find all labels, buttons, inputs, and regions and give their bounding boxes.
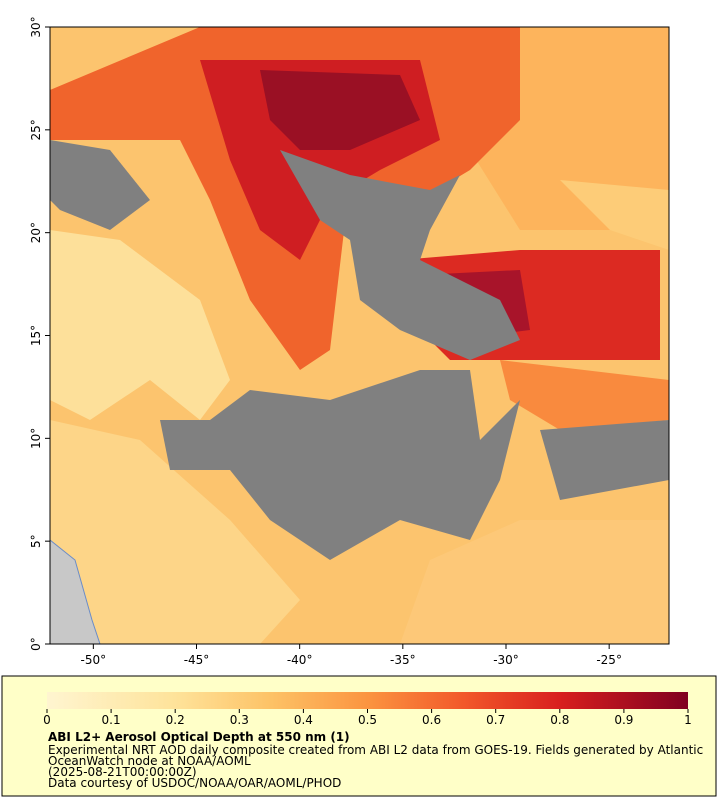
x-tick-label: -25° [596,653,622,667]
y-tick-label: 15° [29,325,43,346]
x-tick-label: -35° [390,653,416,667]
description: (2025-08-21T00:00:00Z) [48,765,197,779]
x-tick-label: -30° [493,653,519,667]
colorbar-tick-label: 0.3 [230,713,249,727]
y-tick-label: 10° [29,428,43,449]
colorbar [47,692,688,709]
colorbar-tick-label: 0.6 [422,713,441,727]
colorbar-tick-label: 0.9 [614,713,633,727]
y-tick-label: 30° [29,16,43,37]
x-tick-label: -40° [287,653,313,667]
colorbar-tick-label: 0.7 [486,713,505,727]
description: OceanWatch node at NOAA/AOML [48,754,251,768]
description: Data courtesy of USDOC/NOAA/OAR/AOML/PHO… [48,776,341,790]
colorbar-tick-label: 0.4 [294,713,313,727]
y-tick-label: 20° [29,222,43,243]
colorbar-tick-label: 0.1 [102,713,121,727]
colorbar-tick-label: 0.2 [166,713,185,727]
colorbar-tick-label: 1 [684,713,692,727]
y-tick-label: 0° [29,637,43,651]
x-tick-label: -50° [81,653,107,667]
aod-image [50,27,669,644]
colorbar-tick-label: 0 [43,713,51,727]
colorbar-tick-label: 0.8 [550,713,569,727]
y-tick-label: 25° [29,119,43,140]
description: Experimental NRT AOD daily composite cre… [48,743,703,757]
x-tick-label: -45° [184,653,210,667]
y-tick-label: 5° [29,534,43,548]
legend-title: ABI L2+ Aerosol Optical Depth at 550 nm … [48,730,350,744]
colorbar-tick-label: 0.5 [358,713,377,727]
